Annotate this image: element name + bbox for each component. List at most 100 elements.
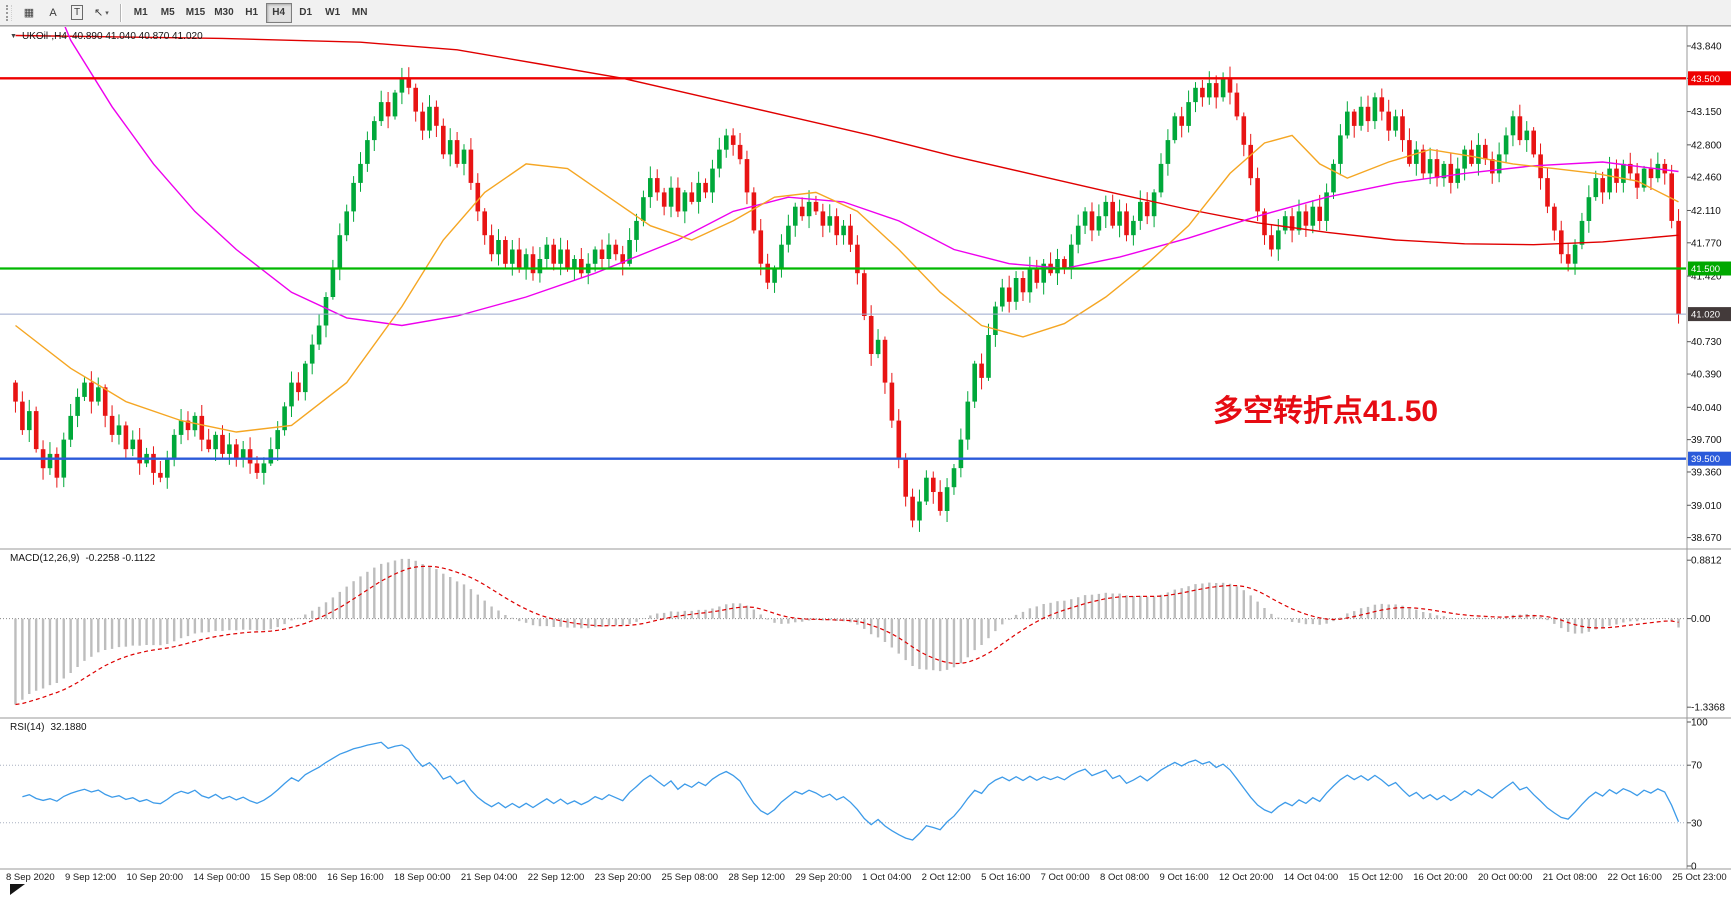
time-label: 28 Sep 12:00 — [728, 872, 785, 883]
svg-text:38.670: 38.670 — [1691, 533, 1722, 544]
macd-signal-line — [15, 565, 1679, 706]
toolbar-grip[interactable] — [6, 4, 12, 21]
time-label: 12 Oct 20:00 — [1218, 872, 1274, 883]
bottom-left-artifact — [10, 884, 25, 895]
time-label: 25 Sep 08:00 — [661, 872, 719, 883]
timeframe-mn-button[interactable]: MN — [351, 7, 368, 18]
timeframe-m1-button[interactable]: M1 — [133, 7, 148, 18]
time-label: 20 Oct 00:00 — [1477, 872, 1533, 883]
svg-text:39.360: 39.360 — [1691, 468, 1722, 479]
macd-panel[interactable] — [0, 558, 1686, 706]
svg-text:41.020: 41.020 — [1691, 310, 1720, 321]
text-tool-button[interactable]: T — [66, 3, 88, 23]
time-label: 21 Sep 04:00 — [460, 872, 518, 883]
ohlc-values: 40.890 41.040 40.870 41.020 — [71, 31, 203, 42]
price-badge-43.500: 43.500 — [1688, 71, 1731, 86]
timeframe-m30-button[interactable]: M30 — [214, 7, 234, 18]
svg-text:43.150: 43.150 — [1691, 107, 1722, 118]
chart-collapse-toggle[interactable]: ▼ — [10, 33, 17, 40]
svg-text:39.700: 39.700 — [1691, 435, 1722, 446]
arrow-tool-button[interactable]: ↖ ▾ — [94, 7, 109, 19]
dropdown-caret-icon[interactable]: ▾ — [105, 9, 109, 17]
timeframe-h1-button[interactable]: H1 — [245, 7, 259, 18]
timeframe-h4-button[interactable]: H4 — [265, 2, 292, 23]
svg-text:43.840: 43.840 — [1691, 42, 1722, 53]
macd-indicator-label: MACD(12,26,9) -0.2258 -0.1122 — [10, 553, 155, 564]
rsi-line — [22, 741, 1680, 841]
time-label: 16 Sep 16:00 — [327, 872, 384, 883]
svg-text:39.500: 39.500 — [1691, 454, 1720, 465]
svg-text:42.460: 42.460 — [1691, 173, 1722, 184]
ma-long-red — [15, 34, 1679, 246]
price-badge-41.020: 41.020 — [1688, 307, 1731, 322]
time-label: 7 Oct 00:00 — [1040, 872, 1090, 883]
rsi-name: RSI(14) — [10, 722, 45, 733]
macd-name: MACD(12,26,9) — [10, 553, 80, 564]
tool-button-group: ▦ A T ↖ ▾ — [18, 3, 113, 23]
time-label: 14 Sep 00:00 — [193, 872, 250, 883]
rsi-axis-label: 30 — [1691, 818, 1703, 829]
time-label: 29 Sep 20:00 — [795, 872, 852, 883]
svg-text:42.800: 42.800 — [1691, 140, 1722, 151]
macd-axis-label: 0.8812 — [1691, 556, 1722, 567]
svg-text:41.420: 41.420 — [1691, 272, 1722, 283]
symbol-period-label: UKOil-,H4 — [21, 31, 67, 42]
time-label: 22 Sep 12:00 — [527, 872, 585, 883]
svg-text:40.040: 40.040 — [1691, 403, 1722, 414]
svg-text:40.390: 40.390 — [1691, 370, 1722, 381]
macd-histogram — [14, 558, 1680, 705]
rsi-indicator-label: RSI(14) 32.1880 — [10, 722, 87, 733]
rsi-value: 32.1880 — [50, 722, 87, 733]
macd-axis-label: -1.3368 — [1691, 703, 1725, 714]
price-badge-41.500: 41.500 — [1688, 261, 1731, 276]
time-label: 10 Sep 20:00 — [126, 872, 184, 883]
price-badge-39.500: 39.500 — [1688, 451, 1731, 466]
svg-text:42.110: 42.110 — [1691, 206, 1721, 217]
main-price-panel[interactable] — [0, 0, 1686, 532]
price-axis[interactable]: 43.840 43.500 43.150 42.800 42.460 42.110 41.7… — [1687, 42, 1722, 545]
macd-values: -0.2258 -0.1122 — [85, 553, 156, 564]
timeframe-m15-button[interactable]: M15 — [185, 7, 206, 18]
timeframe-button-group: M1 M5 M15 M30 H1 H4 D1 W1 MN — [128, 2, 373, 23]
time-axis[interactable]: 8 Sep 2020 9 Sep 12:00 10 Sep 20:00 14 Sep … — [6, 872, 1727, 883]
time-label: 25 Oct 23:00 — [1672, 872, 1727, 883]
ma-mid-magenta — [64, 27, 1679, 327]
timeframe-w1-button[interactable]: W1 — [325, 7, 341, 18]
grid-icon[interactable]: ▦ — [23, 7, 35, 19]
time-label: 14 Oct 04:00 — [1283, 872, 1339, 883]
chart-title: ▼ UKOil-,H4 40.890 41.040 40.870 41.020 — [10, 31, 203, 42]
time-label: 1 Oct 04:00 — [862, 872, 912, 883]
time-label: 8 Oct 08:00 — [1100, 872, 1150, 883]
rsi-axis-label: 100 — [1691, 718, 1708, 729]
time-label: 18 Sep 00:00 — [394, 872, 451, 883]
time-label: 16 Oct 20:00 — [1413, 872, 1468, 883]
timeframe-m5-button[interactable]: M5 — [160, 7, 175, 18]
rsi-panel[interactable] — [0, 741, 1686, 841]
svg-text:39.010: 39.010 — [1691, 501, 1722, 512]
annotation-a-button[interactable]: A — [49, 6, 57, 19]
ma-short-orange — [15, 134, 1679, 433]
timeframe-d1-button[interactable]: D1 — [299, 7, 313, 18]
time-label: 21 Oct 08:00 — [1542, 872, 1598, 883]
rsi-axis-label: 0 — [1691, 862, 1697, 873]
svg-text:40.730: 40.730 — [1691, 337, 1722, 348]
time-label: 5 Oct 16:00 — [981, 872, 1031, 883]
time-label: 22 Oct 16:00 — [1607, 872, 1662, 883]
time-label: 8 Sep 2020 — [6, 872, 55, 883]
svg-text:43.500: 43.500 — [1691, 74, 1720, 85]
time-label: 23 Sep 20:00 — [594, 872, 652, 883]
time-label: 15 Sep 08:00 — [260, 872, 317, 883]
macd-axis-label: 0.00 — [1691, 614, 1711, 625]
time-label: 2 Oct 12:00 — [921, 872, 971, 883]
time-label: 9 Oct 16:00 — [1159, 872, 1209, 883]
toolbar: ▦ A T ↖ ▾ M1 M5 M15 M30 H1 H4 D1 W1 MN — [0, 0, 1731, 26]
candles-layer — [13, 66, 1681, 532]
rsi-axis-label: 70 — [1691, 761, 1703, 772]
svg-text:41.500: 41.500 — [1691, 264, 1720, 275]
toolbar-separator — [119, 3, 121, 22]
time-label: 9 Sep 12:00 — [64, 872, 117, 883]
annotation-text: 多空转折点41.50 — [1213, 395, 1439, 428]
time-label: 15 Oct 12:00 — [1348, 872, 1403, 883]
